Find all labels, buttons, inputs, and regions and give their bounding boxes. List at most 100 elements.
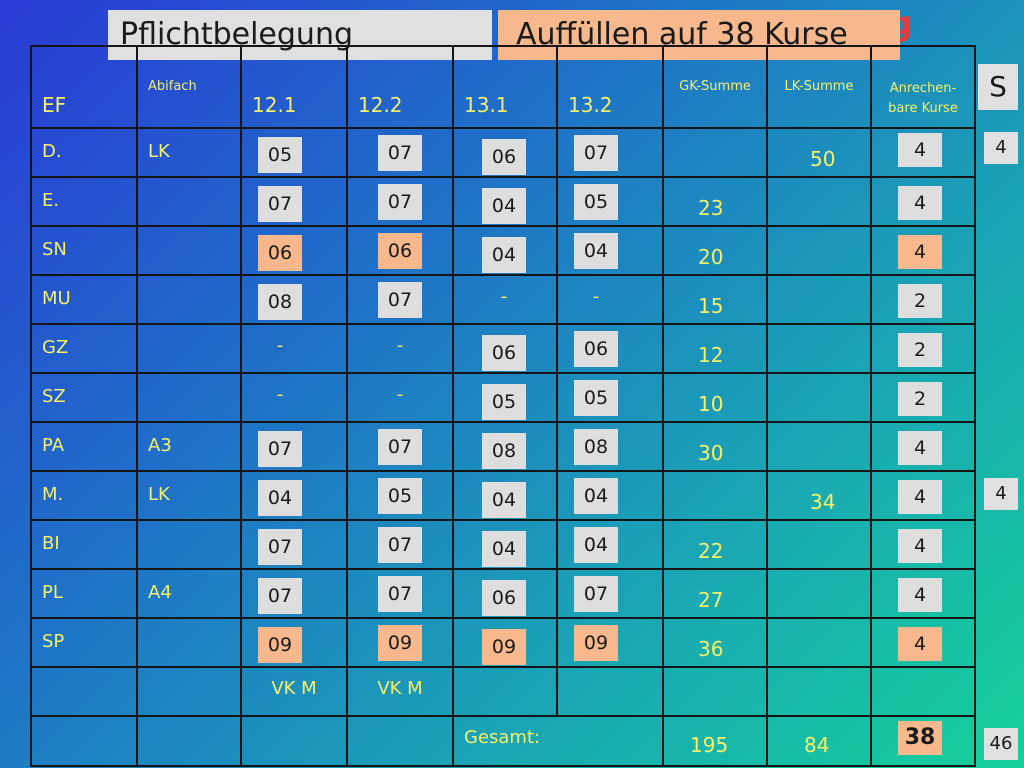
abifach-label: LK — [148, 484, 170, 505]
subject-label: M. — [42, 484, 64, 505]
grade-box: 07 — [574, 135, 618, 171]
gk-sum: 30 — [698, 441, 724, 465]
anrechenbare-kurse-box: 4 — [898, 235, 942, 269]
side-value-deutsch: 4 — [984, 132, 1018, 164]
abifach-label: A3 — [148, 435, 172, 456]
grade-box: 04 — [482, 531, 526, 567]
grade-box: 07 — [378, 576, 422, 612]
grade-box: 07 — [378, 527, 422, 563]
table-row: PL A4 07 07 06 07 27 4 — [30, 568, 976, 619]
grade-box: 09 — [482, 629, 526, 665]
grade-box: 08 — [574, 429, 618, 465]
grade-dash: - — [396, 384, 404, 405]
anrechenbare-kurse-box: 4 — [898, 627, 942, 661]
grade-box: 04 — [574, 233, 618, 269]
grade-box: 09 — [258, 627, 302, 663]
grade-box: 04 — [574, 478, 618, 514]
grade-box: 07 — [378, 429, 422, 465]
grade-box: 07 — [258, 186, 302, 222]
table-row: D. LK 05 07 06 07 50 4 — [30, 127, 976, 178]
grade-box: 05 — [574, 184, 618, 220]
grade-box: 07 — [258, 431, 302, 467]
total-gk: 195 — [690, 733, 729, 757]
table-row: SN 06 06 04 04 20 4 — [30, 225, 976, 276]
grade-box: 04 — [482, 237, 526, 273]
col-12-1: 12.1 — [252, 93, 297, 117]
grade-box: 09 — [574, 625, 618, 661]
gk-sum: 23 — [698, 196, 724, 220]
grade-box: 05 — [574, 380, 618, 416]
abifach-label: A4 — [148, 582, 172, 603]
table-row: BI 07 07 04 04 22 4 — [30, 519, 976, 570]
anrechenbare-kurse-box: 4 — [898, 186, 942, 220]
grade-box: 06 — [258, 235, 302, 271]
anrechenbare-kurse-box: 4 — [898, 480, 942, 514]
subject-label: PL — [42, 582, 63, 603]
grade-box: 04 — [482, 188, 526, 224]
anrechenbare-kurse-box: 2 — [898, 284, 942, 318]
gk-sum: 27 — [698, 588, 724, 612]
gk-sum: 36 — [698, 637, 724, 661]
total-lk: 84 — [804, 733, 830, 757]
col-lk-summe: LK-Summe — [784, 79, 854, 94]
grade-box: 07 — [258, 578, 302, 614]
gk-sum: 20 — [698, 245, 724, 269]
anrechenbare-kurse-box: 4 — [898, 578, 942, 612]
col-12-2: 12.2 — [358, 93, 403, 117]
grade-box: 06 — [574, 331, 618, 367]
subject-label: PA — [42, 435, 65, 456]
gk-sum: 15 — [698, 294, 724, 318]
grade-box: 06 — [482, 335, 526, 371]
subject-label: MU — [42, 288, 71, 309]
grade-dash: - — [276, 335, 284, 356]
grade-box: 07 — [258, 529, 302, 565]
subject-label: BI — [42, 533, 60, 554]
subject-label: SN — [42, 239, 67, 260]
anrechenbare-kurse-box: 2 — [898, 382, 942, 416]
subject-label: D. — [42, 141, 62, 162]
grade-box: 07 — [378, 184, 422, 220]
table-row: SZ - - 05 05 10 2 — [30, 372, 976, 423]
col-anrechen-line1: Anrechen- — [889, 81, 957, 96]
grade-box: 05 — [482, 384, 526, 420]
col-anrechen-line2: bare Kurse — [888, 101, 958, 116]
subject-label: SZ — [42, 386, 66, 407]
table-row: GZ - - 06 06 12 2 — [30, 323, 976, 374]
grade-box: 07 — [378, 282, 422, 318]
total-row: Gesamt: 195 84 38 — [30, 715, 976, 767]
anrechenbare-kurse-box: 4 — [898, 529, 942, 563]
anrechenbare-kurse-box: 4 — [898, 431, 942, 465]
subject-label: SP — [42, 631, 65, 652]
table-row: M. LK 04 05 04 04 34 4 — [30, 470, 976, 521]
subject-label: E. — [42, 190, 60, 211]
grade-box: 07 — [378, 135, 422, 171]
col-13-2: 13.2 — [568, 93, 613, 117]
lk-sum: 34 — [810, 490, 836, 514]
header-row: EF Abifach 12.1 12.2 13.1 13.2 GK-Summe … — [30, 45, 976, 129]
lk-sum: 50 — [810, 147, 836, 171]
total-label: Gesamt: — [464, 727, 541, 748]
total-kurse: 38 — [898, 721, 942, 755]
grade-box: 05 — [258, 137, 302, 173]
anrechenbare-kurse-box: 4 — [898, 133, 942, 167]
col-13-1: 13.1 — [464, 93, 509, 117]
gk-sum: 22 — [698, 539, 724, 563]
vk-12-2: VK M — [377, 678, 423, 699]
side-value-mathe: 4 — [984, 478, 1018, 510]
side-s-label: S — [978, 64, 1018, 110]
grade-box: 06 — [378, 233, 422, 269]
grade-box: 09 — [378, 625, 422, 661]
grade-box: 04 — [482, 482, 526, 518]
vk-row: VK M VK M — [30, 666, 976, 717]
side-value-total: 46 — [984, 728, 1018, 760]
grade-dash: - — [592, 286, 600, 307]
col-ef: EF — [42, 93, 67, 117]
table-row: SP 09 09 09 09 36 4 — [30, 617, 976, 668]
vk-12-1: VK M — [271, 678, 317, 699]
table-row: E. 07 07 04 05 23 4 — [30, 176, 976, 227]
grade-box: 08 — [482, 433, 526, 469]
grade-box: 04 — [258, 480, 302, 516]
anrechenbare-kurse-box: 2 — [898, 333, 942, 367]
grade-dash: - — [396, 335, 404, 356]
course-table: EF Abifach 12.1 12.2 13.1 13.2 GK-Summe … — [30, 45, 976, 767]
